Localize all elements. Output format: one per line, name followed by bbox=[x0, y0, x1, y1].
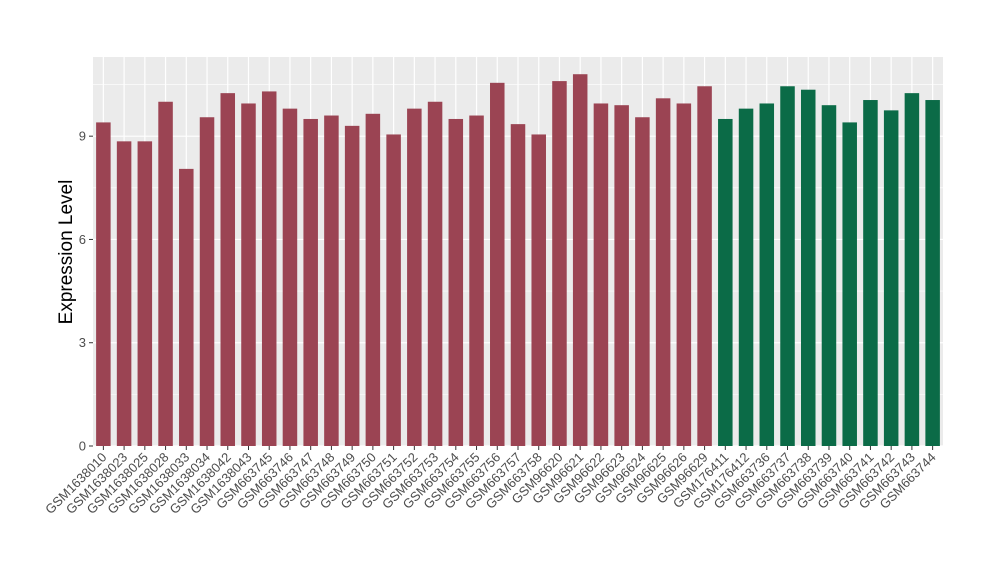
bar-GSM1638033 bbox=[179, 168, 194, 446]
bar-GSM663742 bbox=[883, 110, 899, 447]
bar-GSM663753 bbox=[427, 101, 443, 447]
bar-GSM96621 bbox=[572, 74, 588, 446]
bar-GSM1638028 bbox=[158, 101, 173, 447]
bar-GSM663736 bbox=[759, 103, 775, 446]
bars bbox=[96, 74, 940, 447]
bar-GSM96629 bbox=[697, 86, 712, 447]
bar-GSM1638023 bbox=[116, 141, 132, 447]
bar-GSM663737 bbox=[780, 86, 795, 447]
bar-GSM96626 bbox=[676, 103, 692, 446]
y-axis: 0 3 6 9 bbox=[79, 129, 93, 454]
y-axis-label: Expression Level bbox=[56, 180, 77, 325]
bar-GSM1638034 bbox=[199, 117, 215, 447]
bar-GSM663741 bbox=[863, 100, 878, 446]
y-tick-label: 9 bbox=[79, 129, 86, 144]
bar-GSM663743 bbox=[904, 93, 920, 446]
y-tick-label: 0 bbox=[79, 439, 86, 454]
bar-GSM663748 bbox=[324, 115, 339, 446]
bar-GSM663756 bbox=[490, 82, 505, 447]
bar-GSM663746 bbox=[282, 108, 298, 446]
bar-GSM663751 bbox=[386, 134, 401, 446]
bar-GSM96620 bbox=[552, 81, 567, 446]
bar-GSM96625 bbox=[655, 98, 671, 446]
bar-GSM176411 bbox=[718, 118, 733, 446]
y-tick-label: 3 bbox=[79, 335, 86, 350]
bar-GSM663757 bbox=[510, 124, 526, 446]
bar-GSM663745 bbox=[261, 91, 277, 447]
bar-GSM663755 bbox=[469, 115, 484, 446]
bar-GSM1638042 bbox=[220, 93, 236, 446]
bar-GSM663744 bbox=[925, 100, 940, 446]
bar-GSM663752 bbox=[407, 108, 422, 446]
bar-GSM663749 bbox=[344, 125, 360, 447]
bar-GSM663739 bbox=[821, 105, 837, 446]
bar-GSM96624 bbox=[635, 117, 650, 447]
bar-GSM663740 bbox=[842, 122, 857, 447]
bar-GSM96623 bbox=[614, 105, 629, 446]
bar-GSM663747 bbox=[303, 118, 318, 446]
bar-GSM1638025 bbox=[137, 141, 153, 447]
x-axis: GSM1638010GSM1638023GSM1638025GSM1638028… bbox=[42, 446, 939, 517]
bar-GSM663754 bbox=[448, 118, 464, 446]
y-tick-label: 6 bbox=[79, 232, 86, 247]
bar-GSM1638043 bbox=[241, 103, 256, 446]
bar-GSM176412 bbox=[738, 108, 754, 446]
bar-GSM663758 bbox=[531, 134, 546, 446]
bar-GSM663738 bbox=[800, 89, 816, 446]
bar-GSM96622 bbox=[593, 103, 609, 446]
bar-GSM663750 bbox=[365, 113, 381, 446]
bar-GSM1638010 bbox=[96, 122, 111, 447]
